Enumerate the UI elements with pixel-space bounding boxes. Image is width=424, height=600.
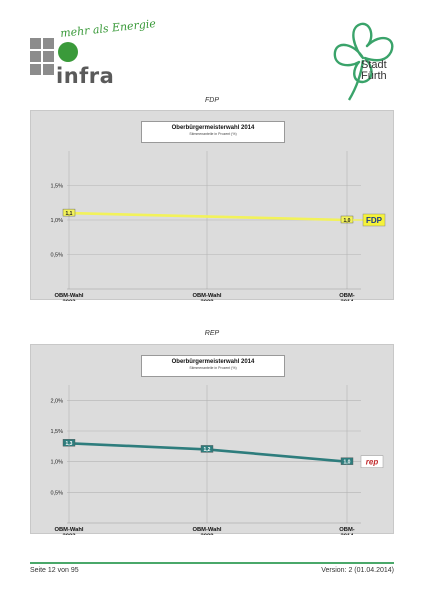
chart-title: Oberbürgermeisterwahl 2014 <box>171 359 255 365</box>
cloverleaf-icon <box>333 22 394 101</box>
y-tick-label: 2,0% <box>50 398 63 404</box>
infra-wordmark: infra <box>56 64 115 88</box>
footer-version: Version: 2 (01.04.2014) <box>321 567 394 574</box>
y-tick-label: 1,5% <box>50 184 63 190</box>
party-badge-text: FDP <box>366 216 383 225</box>
infra-logo: mehr als Energie infra <box>30 17 160 90</box>
infra-leaf-icon <box>58 42 78 62</box>
x-tick-label: 2008 <box>201 534 215 536</box>
y-tick-label: 0,5% <box>50 253 63 259</box>
data-label-box <box>62 439 76 447</box>
x-tick-label: OBM- <box>339 527 355 533</box>
data-label: 1,3 <box>66 441 73 447</box>
chart-subtitle: Stimmenanteile in Prozent (%) <box>189 132 237 136</box>
footer-rule <box>30 562 394 564</box>
series-line <box>68 211 348 222</box>
chart-subtitle: Stimmenanteile in Prozent (%) <box>189 366 237 370</box>
data-label-box <box>340 457 354 465</box>
line-chart-rep: 0,5%1,0%1,5%2,0%OBM-Wahl2002OBM-Wahl2008… <box>50 385 384 536</box>
party-badge <box>362 213 386 227</box>
y-tick-label: 1,5% <box>50 429 63 435</box>
chart-title-box: Oberbürgermeisterwahl 2014 Stimmenanteil… <box>141 355 285 377</box>
x-tick-label: OBM-Wahl <box>192 527 221 533</box>
y-tick-label: 0,5% <box>50 490 63 496</box>
data-label: 1,0 <box>344 218 351 224</box>
x-tick-label: 2002 <box>63 534 76 536</box>
x-tick-label: 2002 <box>63 300 76 302</box>
infra-tagline: mehr als Energie <box>59 17 157 40</box>
city-logo-line1: Stadt <box>361 59 387 71</box>
chart-title-box: Oberbürgermeisterwahl 2014 Stimmenanteil… <box>141 121 285 143</box>
line-chart-fdp: 0,5%1,0%1,5%OBM-Wahl2002OBM-Wahl2008OBM-… <box>50 151 386 302</box>
x-tick-label: OBM- <box>339 293 355 299</box>
x-tick-label: 2014 <box>341 534 355 536</box>
stadt-fuerth-logo: Stadt Fürth <box>325 20 403 106</box>
chart-frame-fdp: Oberbürgermeisterwahl 2014 Stimmenanteil… <box>30 110 394 302</box>
x-tick-label: 2008 <box>201 300 215 302</box>
party-badge-text: rep <box>366 458 379 467</box>
chart-title: Oberbürgermeisterwahl 2014 <box>171 125 255 131</box>
chart-frame-rep: Oberbürgermeisterwahl 2014 Stimmenanteil… <box>30 344 394 536</box>
y-tick-label: 1,0% <box>50 460 63 466</box>
data-label: 1,1 <box>66 211 73 217</box>
data-label-box <box>200 445 214 453</box>
section-label-rep: REP <box>204 330 220 337</box>
x-tick-label: OBM-Wahl <box>54 293 83 299</box>
x-tick-label: OBM-Wahl <box>192 293 221 299</box>
section-label-fdp: FDP <box>205 97 219 104</box>
y-tick-label: 1,0% <box>50 218 63 224</box>
data-label-box <box>62 208 76 217</box>
data-label: 1,2 <box>204 447 211 453</box>
footer-page-number: Seite 12 von 95 <box>30 567 79 574</box>
city-logo-line2: Fürth <box>361 70 387 82</box>
x-tick-label: 2014 <box>341 300 355 302</box>
data-label: 1,0 <box>344 459 351 465</box>
x-tick-label: OBM-Wahl <box>54 527 83 533</box>
party-badge <box>360 455 384 468</box>
